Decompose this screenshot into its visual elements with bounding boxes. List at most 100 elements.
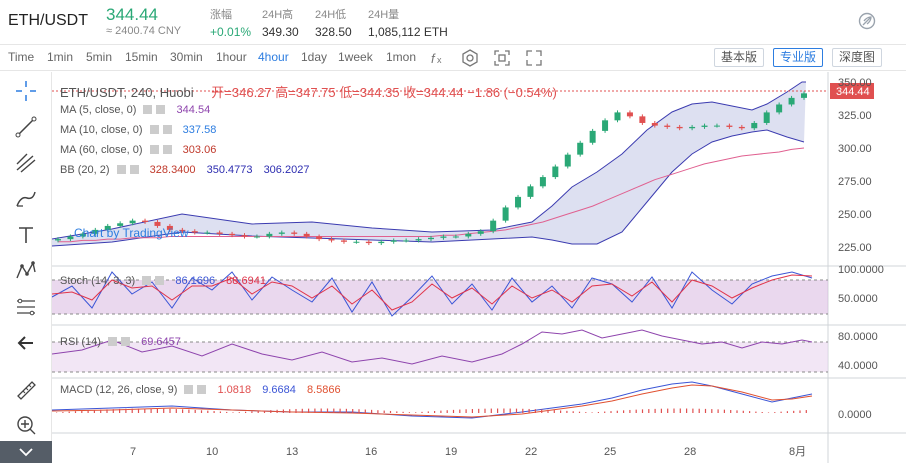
stoch-k-line: [51, 271, 813, 317]
bb-lower-value: 306.2027: [263, 164, 310, 176]
candle-body: [801, 93, 807, 98]
candle-body: [515, 196, 522, 208]
macd-hist-bar: [591, 412, 593, 413]
tradingview-watermark[interactable]: Chart by TradingView: [74, 226, 189, 240]
tf-1week[interactable]: 1week: [338, 50, 373, 64]
tf-30min[interactable]: 30min: [170, 50, 203, 64]
tf-4hour[interactable]: 4hour: [258, 50, 289, 64]
tf-1hour[interactable]: 1hour: [216, 50, 247, 64]
macd-hist-bar: [446, 410, 448, 413]
low-value: 328.50: [315, 25, 352, 39]
fib-icon[interactable]: [13, 294, 39, 320]
x-tick: 16: [365, 446, 377, 458]
candle-body: [651, 122, 658, 126]
settings-icon[interactable]: [149, 125, 159, 134]
candle-body: [502, 207, 509, 221]
candle-body: [104, 225, 111, 230]
macd-hist-bar: [282, 409, 284, 413]
macd-hist-bar: [585, 412, 587, 413]
pro-view-button[interactable]: 专业版: [773, 48, 824, 67]
depth-view-button[interactable]: 深度图: [832, 48, 883, 67]
basic-view-button[interactable]: 基本版: [714, 48, 765, 67]
pitchfork-icon[interactable]: [13, 150, 39, 176]
tf-1mon[interactable]: 1mon: [386, 50, 417, 64]
arrow-left-icon[interactable]: [13, 330, 39, 356]
close-icon[interactable]: [162, 125, 172, 134]
ma60-label[interactable]: MA (60, close, 0): [60, 144, 143, 156]
indicator-icon[interactable]: f x: [428, 48, 448, 68]
macd-hist-bar: [673, 408, 675, 413]
macd-hist-value: 1.0818: [217, 384, 252, 396]
macd-hist-bar: [144, 408, 146, 413]
macd-hist-bar: [263, 410, 266, 413]
settings-icon[interactable]: [108, 337, 118, 346]
macd-hist-bar: [257, 410, 259, 413]
macd-hist-bar: [320, 408, 322, 413]
crosshair-icon[interactable]: [13, 78, 39, 104]
settings-icon[interactable]: [184, 385, 194, 394]
macd-hist-bar: [478, 408, 480, 413]
stoch-label[interactable]: Stoch (14, 3, 3): [60, 275, 136, 287]
settings-icon[interactable]: [142, 276, 152, 285]
candle-body: [216, 232, 223, 234]
brush-icon[interactable]: [13, 186, 39, 212]
candle-body: [166, 225, 173, 230]
settings-icon[interactable]: [149, 145, 159, 154]
price-cny: ≈ 2400.74 CNY: [106, 25, 182, 37]
macd-hist-bar: [434, 411, 436, 413]
close-icon[interactable]: [129, 165, 139, 174]
bb-label[interactable]: BB (20, 2): [60, 164, 110, 176]
text-tool-icon[interactable]: [13, 222, 39, 248]
macd-hist-bar: [667, 408, 669, 413]
chart-canvas[interactable]: 344.44 350.00 325.00 300.00 275.00 250.0…: [51, 72, 906, 463]
tf-1day[interactable]: 1day: [301, 50, 328, 64]
trend-line-icon[interactable]: [13, 114, 39, 140]
candle-body: [316, 236, 323, 240]
leaf-icon[interactable]: [858, 12, 876, 30]
ma10-label[interactable]: MA (10, close, 0): [60, 124, 143, 136]
ruler-icon[interactable]: [13, 377, 39, 403]
macd-label[interactable]: MACD (12, 26, close, 9): [60, 384, 178, 396]
pair-name[interactable]: ETH/USDT: [8, 12, 88, 29]
close-icon[interactable]: [121, 337, 131, 346]
tf-5min[interactable]: 5min: [86, 50, 113, 64]
candle-body: [788, 97, 795, 105]
macd-hist-bar: [427, 411, 429, 413]
change-stat: 涨幅 +0.01%: [210, 6, 251, 39]
macd-hist-bar: [553, 410, 555, 413]
pattern-icon[interactable]: [13, 258, 39, 284]
price-tick: 325.00: [838, 110, 872, 122]
candle-body: [142, 220, 149, 222]
macd-hist-bar: [112, 409, 114, 413]
close-icon[interactable]: [162, 145, 172, 154]
macd-hist-bar: [339, 408, 341, 413]
macd-hist-bar: [490, 408, 492, 413]
macd-hist-bar: [717, 409, 719, 413]
x-tick: 25: [604, 446, 616, 458]
zoom-in-icon[interactable]: [13, 412, 39, 438]
tf-15min[interactable]: 15min: [125, 50, 158, 64]
candle-body: [527, 186, 534, 197]
rsi-label[interactable]: RSI (14): [60, 336, 101, 348]
candle-body: [179, 229, 186, 232]
close-icon[interactable]: [155, 276, 165, 285]
ma5-label[interactable]: MA (5, close, 0): [60, 104, 137, 116]
macd-hist-bar: [547, 409, 549, 413]
macd-hist-bar: [616, 410, 618, 413]
macd-hist-bar: [175, 409, 177, 413]
screenshot-icon[interactable]: [492, 48, 512, 68]
macd-hist-bar: [793, 410, 795, 413]
settings-icon[interactable]: [143, 105, 153, 114]
tf-1min[interactable]: 1min: [47, 50, 74, 64]
chart-title: ETH/USDT, 240, Huobi: [60, 85, 194, 100]
settings-icon[interactable]: [460, 48, 480, 68]
macd-hist-bar: [660, 408, 662, 413]
close-icon[interactable]: [197, 385, 207, 394]
chart-area[interactable]: 344.44 350.00 325.00 300.00 275.00 250.0…: [51, 72, 906, 463]
x-tick: 22: [525, 446, 537, 458]
close-icon[interactable]: [156, 105, 166, 114]
fullscreen-icon[interactable]: [524, 48, 544, 68]
collapse-toolbar-button[interactable]: [0, 441, 52, 463]
time-label[interactable]: Time: [8, 50, 35, 64]
settings-icon[interactable]: [116, 165, 126, 174]
